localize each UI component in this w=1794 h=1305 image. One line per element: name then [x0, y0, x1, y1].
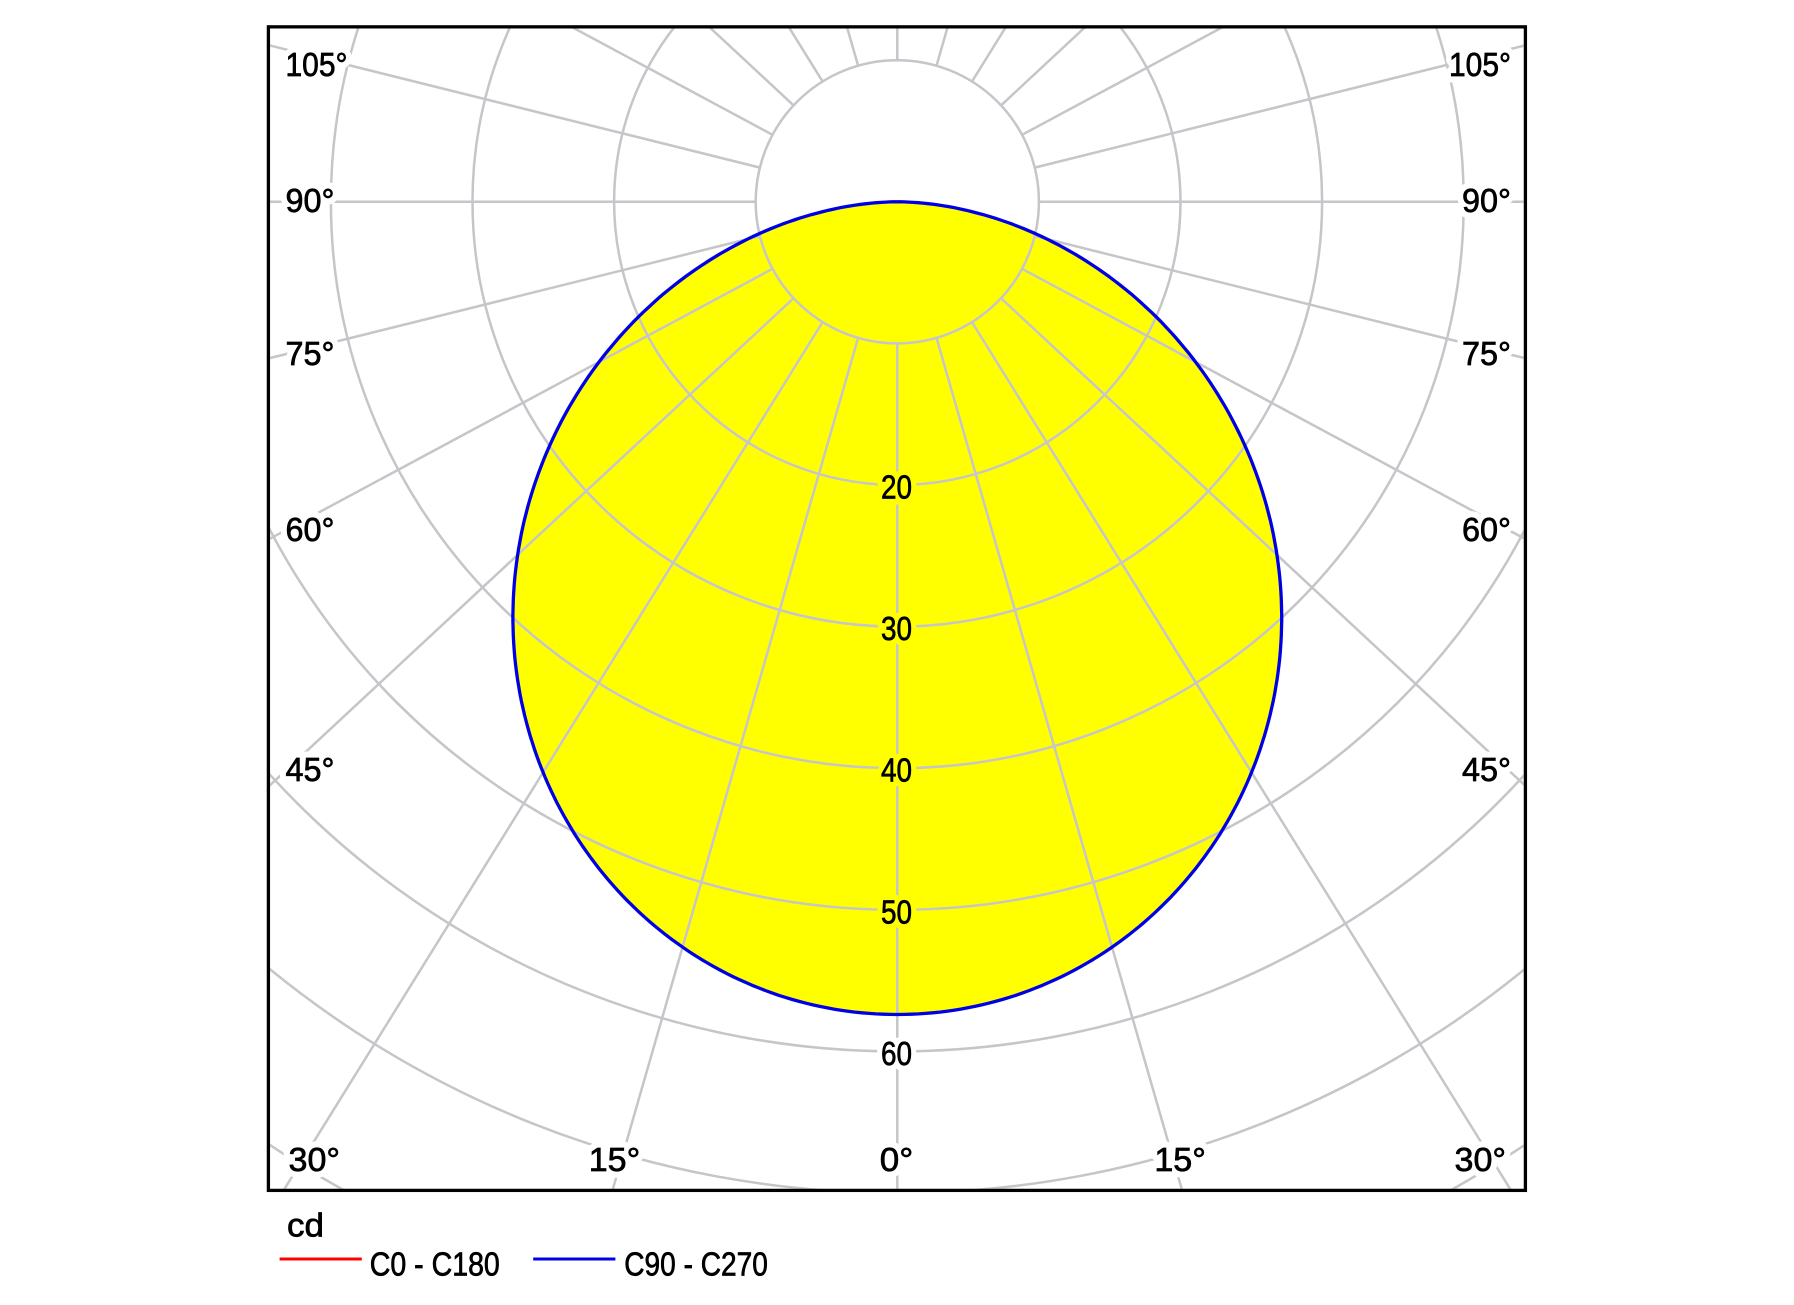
- svg-text:C0 - C180: C0 - C180: [370, 1247, 500, 1284]
- svg-text:0°: 0°: [880, 1142, 914, 1179]
- svg-text:30°: 30°: [289, 1142, 341, 1179]
- svg-text:20: 20: [881, 470, 912, 507]
- svg-text:cd: cd: [287, 1208, 324, 1245]
- svg-text:30°: 30°: [289, 1142, 341, 1179]
- svg-text:45°: 45°: [286, 752, 335, 789]
- svg-text:60: 60: [881, 1036, 912, 1073]
- svg-text:30: 30: [881, 611, 912, 648]
- svg-text:C90 - C270: C90 - C270: [624, 1247, 768, 1284]
- svg-text:75°: 75°: [286, 336, 335, 373]
- svg-text:15°: 15°: [1154, 1142, 1206, 1179]
- svg-text:C90 - C270: C90 - C270: [624, 1247, 768, 1284]
- svg-text:15°: 15°: [589, 1142, 641, 1179]
- svg-text:60: 60: [881, 1036, 912, 1073]
- svg-text:30°: 30°: [1455, 1142, 1507, 1179]
- svg-text:105°: 105°: [286, 47, 348, 84]
- svg-text:50: 50: [881, 894, 912, 931]
- svg-text:45°: 45°: [1462, 752, 1511, 789]
- svg-text:60°: 60°: [1462, 512, 1511, 549]
- svg-text:105°: 105°: [1449, 47, 1511, 84]
- svg-text:75°: 75°: [1462, 336, 1511, 373]
- svg-text:75°: 75°: [286, 336, 335, 373]
- svg-text:105°: 105°: [286, 47, 348, 84]
- svg-text:30: 30: [881, 611, 912, 648]
- svg-text:90°: 90°: [1462, 183, 1511, 220]
- svg-text:20: 20: [881, 470, 912, 507]
- svg-text:60°: 60°: [286, 512, 335, 549]
- svg-text:C0 - C180: C0 - C180: [370, 1247, 500, 1284]
- svg-text:45°: 45°: [1462, 752, 1511, 789]
- svg-text:45°: 45°: [286, 752, 335, 789]
- svg-text:60°: 60°: [286, 512, 335, 549]
- svg-text:15°: 15°: [1154, 1142, 1206, 1179]
- svg-text:90°: 90°: [1462, 183, 1511, 220]
- svg-text:15°: 15°: [589, 1142, 641, 1179]
- svg-text:90°: 90°: [286, 183, 335, 220]
- svg-text:50: 50: [881, 894, 912, 931]
- svg-text:75°: 75°: [1462, 336, 1511, 373]
- svg-text:40: 40: [881, 753, 912, 790]
- svg-text:cd: cd: [287, 1208, 324, 1245]
- svg-text:0°: 0°: [880, 1142, 914, 1179]
- svg-text:40: 40: [881, 753, 912, 790]
- svg-text:60°: 60°: [1462, 512, 1511, 549]
- svg-text:105°: 105°: [1449, 47, 1511, 84]
- svg-text:90°: 90°: [286, 183, 335, 220]
- svg-text:30°: 30°: [1455, 1142, 1507, 1179]
